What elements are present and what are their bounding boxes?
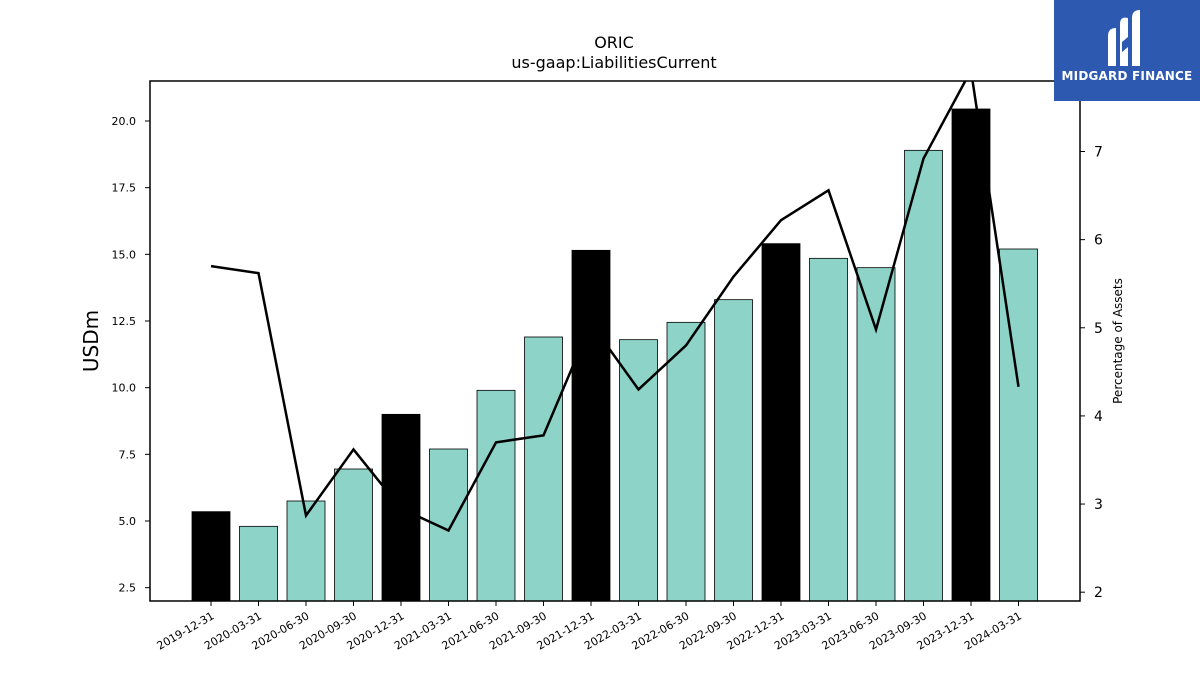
y2-tick-label: 7 xyxy=(1094,145,1103,161)
left-axis: 2.5 5.0 7.5 10.0 12.5 15.0 17.5 20.0 xyxy=(112,115,150,595)
bar-2023-03-31 xyxy=(809,257,848,602)
bar-2021-09-30 xyxy=(524,336,563,602)
bar-2020-09-30 xyxy=(334,468,373,602)
line-series xyxy=(210,81,1020,533)
bar-series xyxy=(191,108,1038,602)
percentage-of-assets-line xyxy=(210,81,1020,533)
right-axis: 2 3 4 5 6 7 xyxy=(1080,145,1103,601)
bar-2021-06-30 xyxy=(476,389,516,602)
y-tick-label: 2.5 xyxy=(119,582,137,595)
y2-tick-label: 5 xyxy=(1094,321,1103,337)
bar-2023-06-30 xyxy=(856,267,896,602)
y-tick-label: 7.5 xyxy=(119,448,137,461)
bar-2020-06-30 xyxy=(286,500,326,602)
y2-tick-label: 4 xyxy=(1094,409,1103,425)
y2-axis-label: Percentage of Assets xyxy=(1111,278,1125,404)
y-tick-label: 5.0 xyxy=(119,515,137,528)
y-tick-label: 17.5 xyxy=(112,182,137,195)
y2-tick-label: 6 xyxy=(1094,233,1103,249)
logo-text: MIDGARD FINANCE xyxy=(1061,69,1193,83)
chart-subtitle: us-gaap:LiabilitiesCurrent xyxy=(511,53,716,72)
bar-2023-09-30 xyxy=(904,149,943,602)
bar-2022-03-31 xyxy=(619,339,658,602)
bar-2021-12-31 xyxy=(571,249,611,602)
bar-2022-12-31 xyxy=(761,243,801,602)
chart-title: ORIC xyxy=(594,33,634,52)
bar-2022-09-30 xyxy=(714,299,753,602)
y-tick-label: 10.0 xyxy=(112,382,137,395)
logo-mark-icon xyxy=(1108,10,1140,67)
midgard-finance-logo: MIDGARD FINANCE xyxy=(1054,0,1200,101)
bar-2023-12-31 xyxy=(951,108,991,602)
bar-2022-06-30 xyxy=(666,321,706,602)
y-tick-label: 15.0 xyxy=(112,248,137,261)
y2-tick-label: 2 xyxy=(1094,585,1103,601)
bar-2019-12-31 xyxy=(191,511,231,602)
y-axis-label: USDm xyxy=(79,310,103,372)
y-tick-label: 12.5 xyxy=(112,315,137,328)
y2-tick-label: 3 xyxy=(1094,497,1103,513)
x-axis: 2019-12-312020-03-312020-06-302020-09-30… xyxy=(155,601,1024,653)
plot-frame xyxy=(149,80,1081,602)
bar-2020-03-31 xyxy=(239,525,278,602)
y-tick-label: 20.0 xyxy=(112,115,137,128)
